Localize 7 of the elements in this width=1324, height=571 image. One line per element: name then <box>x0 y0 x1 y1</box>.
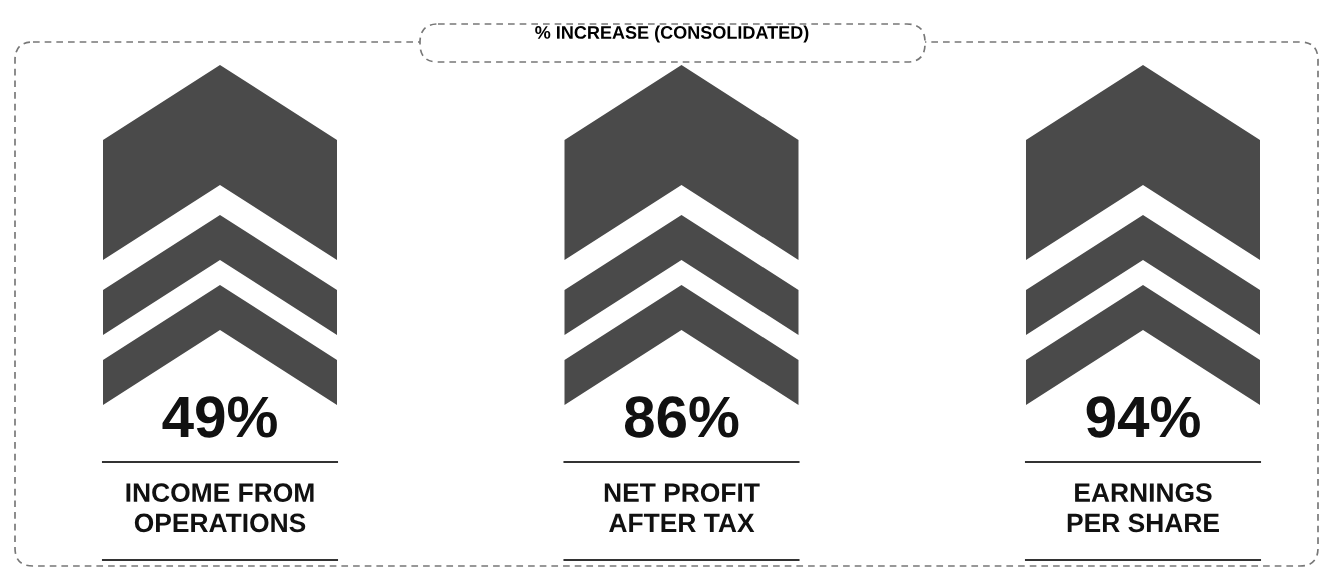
category-label: EARNINGS PER SHARE <box>1067 483 1219 533</box>
data-label: 86% <box>624 396 739 438</box>
text: % INCREASE (CONSOLIDATED) <box>535 25 809 43</box>
data-label: 94% <box>1086 396 1200 438</box>
category-label: INCOME FROM OPERATIONS <box>126 483 314 533</box>
data-label: 49% <box>162 396 277 438</box>
category-label: NET PROFIT AFTER TAX <box>604 483 760 532</box>
